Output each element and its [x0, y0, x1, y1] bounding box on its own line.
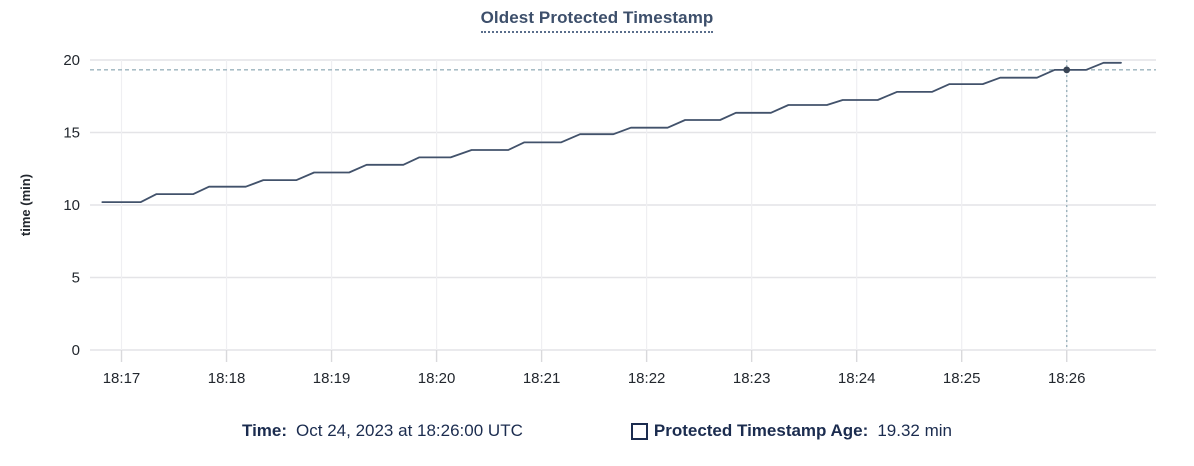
legend-series-group[interactable]: Protected Timestamp Age: 19.32 min	[630, 421, 952, 441]
y-tick-label: 5	[72, 270, 80, 287]
legend-time-group: Time: Oct 24, 2023 at 18:26:00 UTC	[242, 421, 523, 441]
x-tick-label: 18:25	[943, 370, 981, 387]
x-tick-label: 18:19	[313, 370, 351, 387]
y-tick-label: 15	[63, 125, 80, 142]
x-tick-label: 18:26	[1048, 370, 1086, 387]
y-tick-label: 10	[63, 197, 80, 214]
x-tick-label: 18:18	[208, 370, 246, 387]
x-tick-label: 18:23	[733, 370, 771, 387]
chart-title[interactable]: Oldest Protected Timestamp	[480, 8, 714, 33]
y-axis-label: time (min)	[18, 174, 33, 236]
x-tick-label: 18:17	[103, 370, 141, 387]
x-tick-label: 18:24	[838, 370, 876, 387]
chart-legend: Time: Oct 24, 2023 at 18:26:00 UTC Prote…	[0, 421, 1194, 441]
chart-plot-area[interactable]: 0 5 10 15 20 18:17 18:18 18:19 18:20 18:21 18:22 18…	[0, 40, 1194, 395]
legend-time-label: Time:	[242, 421, 288, 440]
legend-time-value: Oct 24, 2023 at 18:26:00 UTC	[296, 421, 523, 440]
hollow-square-icon[interactable]	[630, 422, 648, 440]
chart-header: Oldest Protected Timestamp	[0, 8, 1194, 33]
hover-point-dot	[1063, 66, 1071, 74]
y-tick-label: 20	[63, 52, 80, 69]
series-line-protected-timestamp-age	[101, 61, 1122, 204]
x-tick-label: 18:22	[628, 370, 666, 387]
y-tick-label: 0	[72, 342, 80, 359]
legend-series-value: 19.32 min	[877, 421, 952, 440]
x-tick-label: 18:21	[523, 370, 561, 387]
x-tick-label: 18:20	[418, 370, 456, 387]
legend-series-label[interactable]: Protected Timestamp Age:	[653, 421, 869, 440]
